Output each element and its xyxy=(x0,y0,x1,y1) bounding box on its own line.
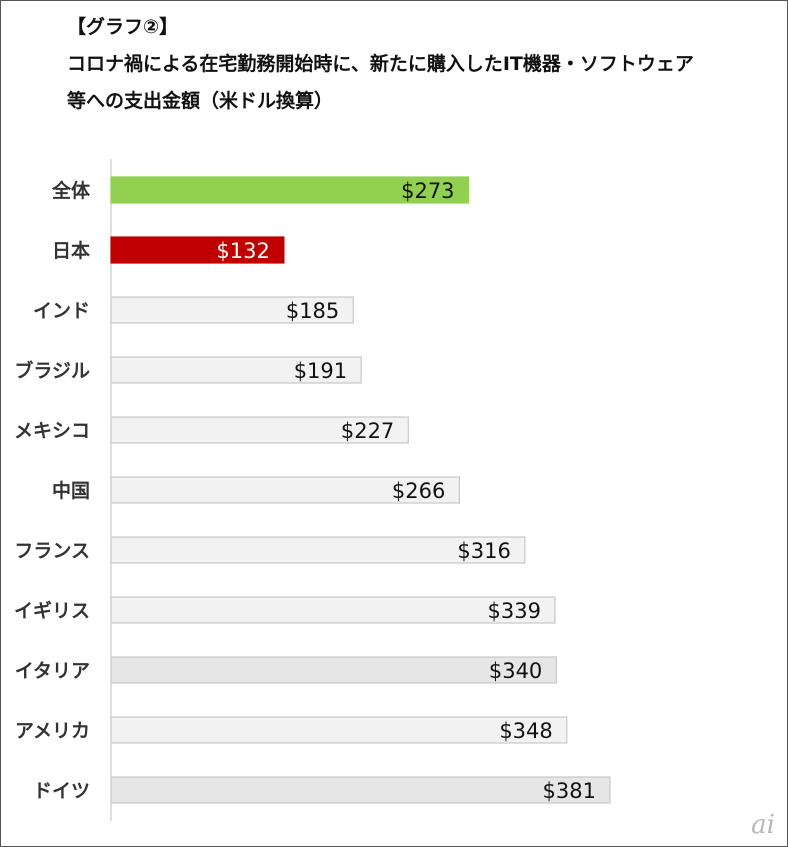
bar xyxy=(110,536,526,564)
category-label: ブラジル xyxy=(14,359,90,382)
category-label: イギリス xyxy=(14,600,90,622)
bar xyxy=(110,296,354,324)
data-label: $339 xyxy=(488,599,541,623)
chart-title-block: 【グラフ②】 コロナ禍による在宅勤務開始時に、新たに購入したIT機器・ソフトウェ… xyxy=(67,9,694,120)
bar xyxy=(110,236,285,264)
bar xyxy=(110,656,557,684)
bar xyxy=(110,776,611,804)
bar xyxy=(110,356,362,384)
data-label: $227 xyxy=(341,419,394,443)
category-label: イタリア xyxy=(15,660,90,682)
category-label: 全体 xyxy=(51,179,91,202)
data-label: $381 xyxy=(543,779,596,803)
data-label: $191 xyxy=(294,359,347,383)
category-label: 日本 xyxy=(52,239,90,262)
data-label: $266 xyxy=(392,479,445,503)
data-label: $340 xyxy=(489,659,542,683)
ai-logo: ai xyxy=(751,810,775,840)
data-label: $273 xyxy=(401,179,454,203)
category-label: ドイツ xyxy=(33,780,90,802)
data-label: $316 xyxy=(457,539,510,563)
chart-title-line-1: コロナ禍による在宅勤務開始時に、新たに購入したIT機器・ソフトウェア xyxy=(67,53,694,75)
data-label: $348 xyxy=(499,719,552,743)
category-label: フランス xyxy=(14,540,90,562)
chart-label: 【グラフ②】 xyxy=(67,16,179,38)
category-label: 中国 xyxy=(52,479,90,502)
data-label: $132 xyxy=(216,239,269,263)
bar xyxy=(110,716,568,744)
category-label: インド xyxy=(33,300,90,322)
bar xyxy=(110,416,409,444)
category-label: アメリカ xyxy=(15,720,90,742)
bar xyxy=(110,476,460,504)
bar xyxy=(110,596,556,624)
category-label: メキシコ xyxy=(14,420,90,442)
data-label: $185 xyxy=(286,299,339,323)
bar xyxy=(110,176,470,204)
chart-title-line-2: 等への支出金額（米ドル換算） xyxy=(67,90,334,112)
